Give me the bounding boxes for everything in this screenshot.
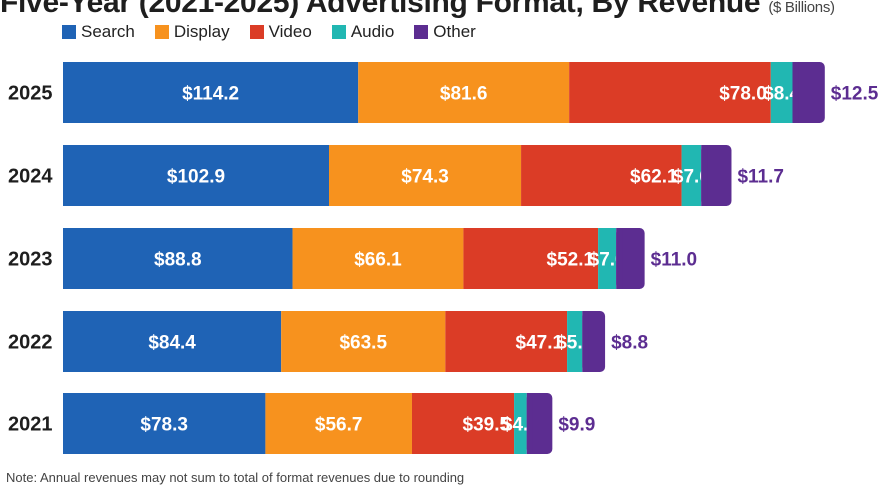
value-label-audio-2024: $7.6 bbox=[673, 167, 710, 188]
footnote: Note: Annual revenues may not sum to tot… bbox=[6, 470, 465, 485]
bar-segment-video-2022 bbox=[445, 311, 568, 372]
legend-swatch-audio bbox=[331, 25, 346, 39]
value-label-video-2023: $52.1 bbox=[547, 250, 595, 271]
bar-segment-other-2021 bbox=[526, 393, 553, 454]
bar-segment-display-2025 bbox=[358, 62, 570, 123]
bar-segment-display-2024 bbox=[328, 145, 522, 206]
legend-label-audio: Audio bbox=[350, 22, 395, 41]
value-label-search-2023: $88.8 bbox=[154, 250, 202, 271]
chart-unit: ($ Billions) bbox=[768, 0, 835, 16]
bar-segment-video-2024 bbox=[521, 145, 682, 206]
bar-segment-display-2022 bbox=[281, 311, 446, 372]
value-label-other-2023: $11.0 bbox=[651, 250, 698, 271]
bar-segment-search-2025 bbox=[63, 62, 359, 123]
value-label-video-2024: $62.1 bbox=[630, 167, 678, 188]
bar-segment-video-2021 bbox=[411, 393, 515, 454]
legend-item-display: Display bbox=[154, 22, 230, 42]
bar-segment-video-2025 bbox=[569, 62, 771, 123]
category-label-2023: 2023 bbox=[8, 249, 53, 271]
bar-segment-display-2021 bbox=[265, 393, 412, 454]
category-label-2025: 2025 bbox=[8, 83, 53, 105]
value-label-search-2022: $84.4 bbox=[148, 333, 196, 354]
bar-segment-search-2022 bbox=[63, 311, 282, 372]
chart-legend: Search Display Video Audio Other bbox=[62, 22, 476, 42]
legend-item-video: Video bbox=[249, 22, 312, 42]
value-label-other-2025: $12.5 bbox=[831, 84, 879, 105]
value-label-search-2024: $102.9 bbox=[167, 167, 225, 188]
legend-swatch-video bbox=[249, 25, 264, 39]
legend-swatch-display bbox=[154, 25, 169, 39]
bar-segment-search-2024 bbox=[63, 145, 329, 206]
value-label-video-2022: $47.1 bbox=[516, 333, 564, 354]
value-label-display-2024: $74.3 bbox=[401, 167, 449, 188]
bar-segment-other-2025 bbox=[792, 62, 825, 123]
bar-segment-search-2021 bbox=[63, 393, 266, 454]
value-label-other-2024: $11.7 bbox=[737, 167, 784, 188]
value-label-display-2022: $63.5 bbox=[339, 333, 387, 354]
legend-swatch-search bbox=[62, 25, 76, 39]
bar-segment-other-2024 bbox=[701, 145, 732, 206]
chart-title: Five-Year (2021-2025) Advertising Format… bbox=[0, 0, 835, 20]
legend-label-search: Search bbox=[81, 22, 135, 41]
bar-segment-display-2023 bbox=[292, 228, 464, 289]
category-label-2022: 2022 bbox=[8, 332, 53, 354]
chart-title-text: Five-Year (2021-2025) Advertising Format… bbox=[0, 0, 761, 19]
value-label-display-2021: $56.7 bbox=[315, 415, 363, 436]
value-label-search-2025: $114.2 bbox=[182, 84, 239, 105]
bar-segment-other-2023 bbox=[616, 228, 645, 289]
value-label-other-2022: $8.8 bbox=[611, 333, 648, 354]
value-label-display-2023: $66.1 bbox=[354, 250, 402, 271]
bar-segment-audio-2022 bbox=[567, 311, 583, 372]
legend-item-other: Other bbox=[414, 22, 476, 42]
bar-segment-video-2023 bbox=[463, 228, 599, 289]
bar-segment-audio-2023 bbox=[598, 228, 617, 289]
bar-segment-edge-other-2022 bbox=[582, 311, 589, 372]
value-label-search-2021: $78.3 bbox=[140, 415, 188, 436]
value-label-video-2021: $39.5 bbox=[463, 415, 511, 436]
bar-segment-edge-other-2023 bbox=[616, 228, 623, 289]
value-label-audio-2025: $8.4 bbox=[763, 84, 800, 105]
legend-swatch-other bbox=[414, 25, 429, 39]
legend-label-display: Display bbox=[173, 22, 230, 41]
value-label-display-2025: $81.6 bbox=[440, 84, 488, 105]
category-label-2021: 2021 bbox=[8, 414, 53, 436]
value-label-video-2025: $78.0 bbox=[719, 84, 767, 105]
bar-segment-edge-other-2025 bbox=[792, 62, 799, 123]
legend-item-search: Search bbox=[62, 22, 135, 42]
bar-segment-audio-2025 bbox=[770, 62, 793, 123]
legend-item-audio: Audio bbox=[331, 22, 395, 42]
bar-segment-audio-2024 bbox=[681, 145, 702, 206]
category-label-2024: 2024 bbox=[8, 166, 53, 188]
value-label-other-2021: $9.9 bbox=[558, 415, 595, 436]
bar-segment-audio-2021 bbox=[514, 393, 527, 454]
legend-label-other: Other bbox=[433, 22, 476, 41]
legend-label-video: Video bbox=[268, 22, 312, 41]
bar-segment-search-2023 bbox=[63, 228, 293, 289]
bar-segment-edge-other-2021 bbox=[526, 393, 533, 454]
bar-segment-edge-other-2024 bbox=[701, 145, 708, 206]
